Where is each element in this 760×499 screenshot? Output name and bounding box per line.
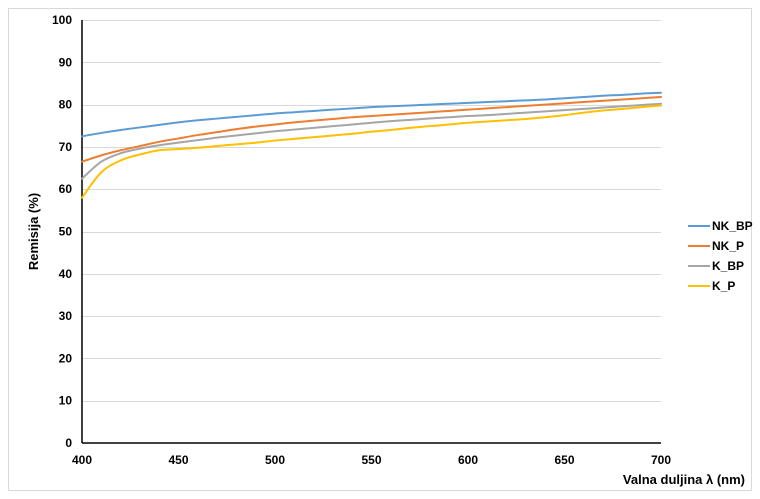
x-tick-label: 650 bbox=[554, 453, 574, 467]
legend-label: K_BP bbox=[712, 259, 744, 273]
y-tick-label: 60 bbox=[59, 182, 73, 196]
series-line-k-p bbox=[81, 104, 662, 199]
y-tick-label: 40 bbox=[59, 267, 73, 281]
y-tick-label: 100 bbox=[52, 13, 72, 27]
x-tick-label: 600 bbox=[458, 453, 478, 467]
x-tick-label: 700 bbox=[651, 453, 671, 467]
y-tick-label: 20 bbox=[59, 351, 73, 365]
chart-frame bbox=[8, 8, 752, 491]
legend-entry-nk-bp: NK_BP bbox=[688, 219, 753, 233]
legend-label: NK_P bbox=[712, 239, 744, 253]
series-line-k-bp bbox=[81, 102, 662, 180]
y-tick-label: 10 bbox=[59, 394, 73, 408]
y-tick-label: 50 bbox=[59, 225, 73, 239]
legend-label: NK_BP bbox=[712, 219, 753, 233]
y-tick-label: 70 bbox=[59, 140, 73, 154]
x-tick-label: 500 bbox=[265, 453, 285, 467]
legend-entry-nk-p: NK_P bbox=[688, 239, 744, 253]
series-line-nk-bp bbox=[81, 91, 662, 138]
x-tick-label: 550 bbox=[361, 453, 381, 467]
x-tick-label: 400 bbox=[72, 453, 92, 467]
y-tick-label: 0 bbox=[65, 436, 72, 450]
series-line-nk-p bbox=[81, 95, 662, 163]
x-axis-title: Valna duljina λ (nm) bbox=[623, 472, 745, 487]
legend-entry-k-bp: K_BP bbox=[688, 259, 744, 273]
legend-entry-k-p: K_P bbox=[688, 279, 735, 293]
legend-label: K_P bbox=[712, 279, 735, 293]
legend: NK_BP NK_P K_BP K_P bbox=[688, 219, 753, 293]
y-tick-label: 90 bbox=[59, 55, 73, 69]
gridlines bbox=[82, 20, 661, 402]
series-lines bbox=[81, 91, 662, 199]
y-axis-title: Remisija (%) bbox=[26, 193, 41, 270]
x-tick-label: 450 bbox=[168, 453, 188, 467]
y-tick-label: 80 bbox=[59, 98, 73, 112]
y-tick-label: 30 bbox=[59, 309, 73, 323]
tick-labels: 0 10 20 30 40 50 60 70 80 90 100 400 450 500 550 600 650… bbox=[52, 13, 671, 467]
axes bbox=[81, 20, 661, 444]
